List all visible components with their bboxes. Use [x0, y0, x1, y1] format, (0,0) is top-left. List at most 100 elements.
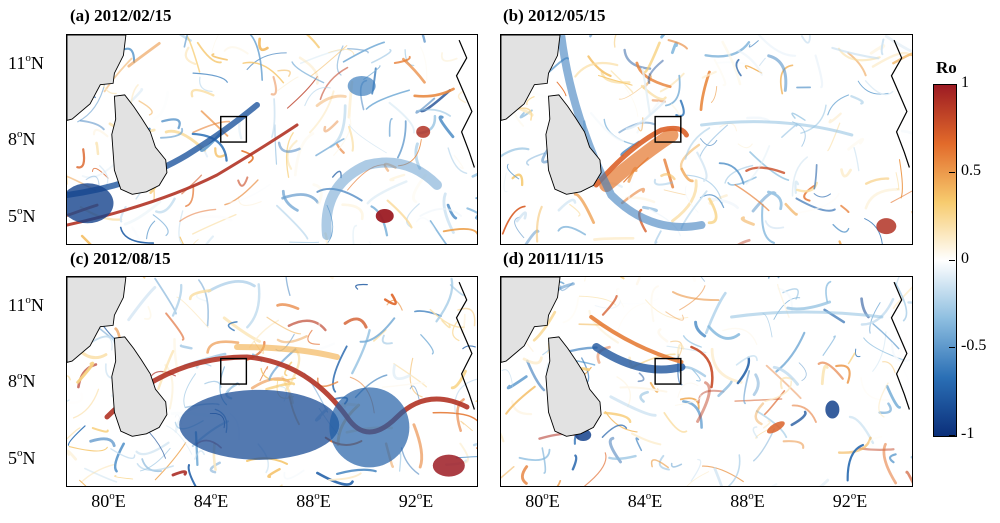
- ro-filament: [608, 454, 637, 461]
- colorbar-tick-label: -0.5: [961, 337, 987, 355]
- ro-filament: [402, 57, 426, 84]
- ro-filament: [415, 217, 436, 231]
- ro-filament: [113, 442, 125, 473]
- ro-filament: [831, 46, 880, 60]
- ro-filament: [771, 483, 778, 486]
- ro-front: [557, 35, 706, 231]
- ro-filament: [393, 363, 427, 388]
- study-area-box: [654, 115, 682, 143]
- ro-filament: [285, 132, 294, 178]
- colorbar-tick-mark: [949, 259, 955, 261]
- ro-filament: [767, 277, 780, 279]
- ro-filament: [800, 104, 827, 134]
- ro-filament: [419, 207, 463, 217]
- ro-filament: [825, 280, 832, 303]
- ro-filament: [791, 404, 817, 423]
- ro-filament: [136, 463, 174, 471]
- ro-filament: [171, 470, 188, 477]
- ro-filament: [223, 46, 249, 55]
- ro-filament: [315, 94, 347, 108]
- ro-filament: [304, 86, 331, 107]
- ro-filament: [578, 295, 617, 306]
- ro-filament: [609, 395, 657, 417]
- ro-filament: [817, 361, 844, 380]
- ro-filament: [67, 375, 71, 381]
- ro-filament: [665, 311, 684, 321]
- ro-filament: [676, 343, 685, 357]
- ro-filament: [660, 35, 666, 39]
- ro-filament: [682, 400, 703, 429]
- ro-filament: [610, 70, 634, 94]
- ro-filament: [468, 133, 477, 147]
- ro-filament: [146, 220, 156, 240]
- ro-filament: [241, 150, 254, 164]
- ro-filament: [573, 192, 596, 225]
- ro-filament: [138, 100, 153, 116]
- ro-filament: [635, 277, 641, 286]
- ro-filament: [627, 177, 635, 202]
- ro-filament: [148, 431, 166, 459]
- ro-filament: [178, 210, 184, 244]
- ro-filament: [419, 46, 428, 81]
- ro-eddy: [329, 387, 410, 468]
- ro-filament: [878, 402, 892, 415]
- ro-filament: [679, 397, 700, 410]
- ro-filament: [152, 90, 170, 121]
- land-sri-lanka: [545, 94, 602, 195]
- ro-filament: [159, 127, 184, 139]
- ro-filament: [314, 277, 321, 280]
- colorbar-tick-label: 0: [961, 249, 969, 267]
- ro-filament: [869, 435, 883, 448]
- ro-filament: [389, 173, 406, 182]
- ro-filament: [176, 296, 209, 328]
- ro-filament: [329, 277, 334, 280]
- ro-filament: [267, 467, 281, 478]
- ro-filament: [315, 138, 345, 157]
- ro-filament: [869, 302, 881, 334]
- ro-filament: [352, 224, 358, 244]
- ro-filament: [619, 386, 668, 393]
- ro-filament: [161, 118, 181, 130]
- ro-filament: [616, 376, 631, 408]
- ro-filament: [600, 71, 631, 84]
- ro-filament: [557, 198, 577, 212]
- ro-filament: [898, 159, 903, 199]
- ro-filament: [154, 442, 187, 481]
- ro-filament: [594, 300, 622, 309]
- ro-filament: [348, 124, 387, 154]
- ro-filament: [68, 446, 108, 452]
- land-sri-lanka: [111, 336, 168, 437]
- ro-filament: [847, 51, 867, 77]
- ro-filament: [616, 288, 625, 308]
- ro-filament: [556, 480, 562, 486]
- ro-filament: [752, 426, 758, 439]
- ro-filament: [847, 137, 865, 151]
- ro-filament: [450, 369, 467, 390]
- ro-eddy: [876, 218, 897, 235]
- ro-filament: [474, 197, 477, 219]
- ro-filament: [686, 471, 710, 486]
- ro-filament: [283, 469, 305, 480]
- ro-filament: [452, 320, 460, 342]
- land-india: [501, 35, 561, 121]
- ro-filament: [187, 464, 197, 486]
- ro-filament: [587, 55, 612, 78]
- ro-filament: [214, 147, 227, 158]
- ro-filament: [762, 313, 773, 338]
- x-tick-label: 92oE: [398, 490, 434, 512]
- ro-filament: [675, 99, 685, 117]
- ro-filament: [501, 465, 515, 479]
- ro-filament: [635, 437, 643, 452]
- ro-filament: [285, 277, 291, 296]
- ro-filament: [631, 484, 634, 486]
- ro-filament: [644, 41, 661, 74]
- panel-c-field: [67, 277, 477, 486]
- ro-filament: [884, 35, 912, 54]
- ro-filament: [306, 35, 320, 49]
- ro-filament: [562, 296, 580, 324]
- colorbar: [933, 84, 957, 437]
- ro-filament: [525, 152, 546, 166]
- ro-filament: [460, 420, 473, 432]
- ro-filament: [889, 453, 897, 464]
- ro-filament: [819, 478, 830, 486]
